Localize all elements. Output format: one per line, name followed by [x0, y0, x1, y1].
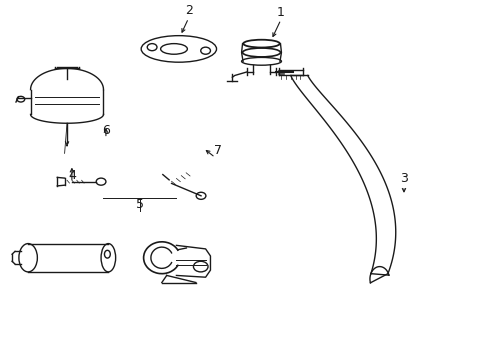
Text: 2: 2	[184, 4, 192, 17]
Text: 5: 5	[136, 198, 143, 211]
Text: 3: 3	[399, 172, 407, 185]
Text: 4: 4	[68, 168, 76, 182]
Text: 7: 7	[213, 144, 221, 157]
Text: 1: 1	[277, 6, 285, 19]
Text: 6: 6	[102, 125, 110, 138]
